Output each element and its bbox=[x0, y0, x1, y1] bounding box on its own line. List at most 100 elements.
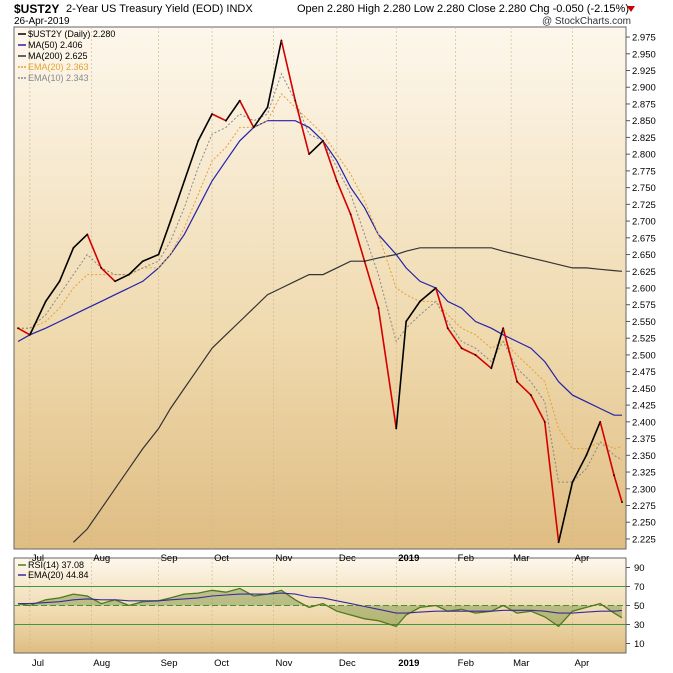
price-xtick-label: 2019 bbox=[398, 553, 419, 564]
price-point bbox=[17, 327, 19, 330]
rsi-ema-line bbox=[18, 592, 623, 614]
date-label: 26-Apr-2019 bbox=[14, 16, 70, 27]
price-segment bbox=[114, 273, 130, 283]
price-segment bbox=[571, 454, 588, 483]
price-ytick-label: 2.675 bbox=[632, 233, 656, 244]
rsi-xtick-label: Feb bbox=[458, 658, 474, 669]
price-segment bbox=[157, 220, 172, 255]
price-point bbox=[474, 354, 477, 356]
price-segment bbox=[45, 280, 61, 302]
price-ytick-label: 2.500 bbox=[632, 350, 656, 361]
price-segment bbox=[266, 40, 283, 108]
price-segment bbox=[461, 347, 476, 356]
price-segment bbox=[142, 253, 159, 262]
price-ytick-label: 2.750 bbox=[632, 183, 656, 194]
price-segment bbox=[86, 234, 102, 269]
price-segment bbox=[395, 321, 407, 429]
price-xtick-label: Feb bbox=[458, 553, 474, 564]
price-ytick-label: 2.325 bbox=[632, 468, 656, 479]
price-segment bbox=[183, 140, 199, 182]
price-legend-item: $UST2Y (Daily) 2.280 bbox=[28, 29, 115, 39]
price-segment bbox=[405, 300, 421, 322]
price-point bbox=[446, 327, 449, 330]
price-point bbox=[114, 280, 116, 283]
price-xtick-label: Aug bbox=[93, 553, 110, 564]
price-xtick-label: Dec bbox=[339, 553, 356, 564]
price-point bbox=[322, 139, 324, 142]
price-ytick-label: 2.375 bbox=[632, 434, 656, 445]
price-ytick-label: 2.925 bbox=[632, 66, 656, 77]
price-point bbox=[169, 220, 172, 222]
price-ytick-label: 2.575 bbox=[632, 300, 656, 311]
down-arrow-icon bbox=[627, 6, 635, 12]
price-segment bbox=[557, 481, 574, 543]
price-point bbox=[335, 180, 338, 182]
price-point bbox=[86, 233, 89, 236]
price-segment bbox=[474, 354, 492, 369]
price-ytick-label: 2.625 bbox=[632, 267, 656, 278]
price-ytick-label: 2.600 bbox=[632, 284, 656, 295]
price-point bbox=[211, 113, 213, 115]
price-segment bbox=[516, 381, 532, 396]
rsi-xtick-label: Aug bbox=[93, 658, 110, 669]
price-point bbox=[516, 380, 518, 383]
security-title: 2-Year US Treasury Yield (EOD) bbox=[66, 3, 224, 15]
price-segment bbox=[490, 327, 504, 369]
price-xtick-label: Mar bbox=[513, 553, 529, 564]
price-point bbox=[377, 307, 380, 309]
price-point bbox=[530, 394, 532, 396]
price-segment bbox=[58, 247, 75, 282]
rsi-xtick-label: Sep bbox=[161, 658, 178, 669]
price-point bbox=[58, 280, 61, 283]
price-segment bbox=[72, 233, 88, 249]
price-ytick-label: 2.300 bbox=[632, 484, 656, 495]
price-ytick-label: 2.875 bbox=[632, 99, 656, 110]
price-point bbox=[127, 273, 130, 276]
price-ytick-label: 2.225 bbox=[632, 534, 656, 545]
rsi-ytick-label: 50 bbox=[634, 601, 645, 612]
price-ytick-label: 2.425 bbox=[632, 401, 656, 412]
price-point bbox=[308, 153, 311, 156]
price-segment bbox=[29, 301, 47, 336]
price-point bbox=[294, 99, 297, 102]
price-ytick-label: 2.550 bbox=[632, 317, 656, 328]
price-point bbox=[183, 180, 186, 182]
price-point bbox=[72, 246, 75, 249]
rsi-ytick-label: 70 bbox=[634, 582, 645, 593]
rsi-legend-item: RSI(14) 37.08 bbox=[28, 560, 84, 570]
price-segment bbox=[225, 100, 241, 122]
price-point bbox=[238, 99, 241, 102]
price-xtick-label: Apr bbox=[574, 553, 589, 564]
price-segment bbox=[100, 267, 116, 282]
price-point bbox=[141, 260, 144, 263]
price-segment bbox=[280, 40, 297, 101]
price-point bbox=[280, 39, 283, 42]
price-point bbox=[28, 333, 31, 336]
price-segment bbox=[377, 307, 398, 429]
rsi-xtick-label: Jul bbox=[32, 658, 44, 669]
price-segment bbox=[530, 394, 546, 423]
rsi-ytick-label: 90 bbox=[634, 563, 645, 574]
price-ytick-label: 2.900 bbox=[632, 83, 656, 94]
price-point bbox=[363, 260, 366, 263]
price-ytick-label: 2.650 bbox=[632, 250, 656, 261]
price-legend-item: MA(200) 2.625 bbox=[28, 51, 88, 61]
price-point bbox=[621, 501, 623, 504]
price-point bbox=[599, 420, 602, 423]
price-ytick-label: 2.825 bbox=[632, 133, 656, 144]
price-xtick-label: Oct bbox=[214, 553, 229, 564]
price-point bbox=[157, 253, 160, 256]
rsi-xtick-label: Nov bbox=[275, 658, 292, 669]
watermark: @ StockCharts.com bbox=[541, 16, 631, 27]
rsi-xtick-label: Apr bbox=[574, 658, 589, 669]
price-point bbox=[419, 300, 421, 303]
price-ytick-label: 2.275 bbox=[632, 501, 656, 512]
price-xtick-label: Jul bbox=[32, 553, 44, 564]
ma200-line bbox=[72, 247, 623, 543]
ohlc-readout: Open 2.280 High 2.280 Low 2.280 Close 2.… bbox=[296, 3, 629, 15]
price-point bbox=[349, 213, 352, 216]
price-ytick-label: 2.850 bbox=[632, 116, 656, 127]
price-segment bbox=[349, 214, 366, 262]
price-point bbox=[266, 106, 269, 109]
rsi-legend-item: EMA(20) 44.84 bbox=[28, 570, 89, 580]
